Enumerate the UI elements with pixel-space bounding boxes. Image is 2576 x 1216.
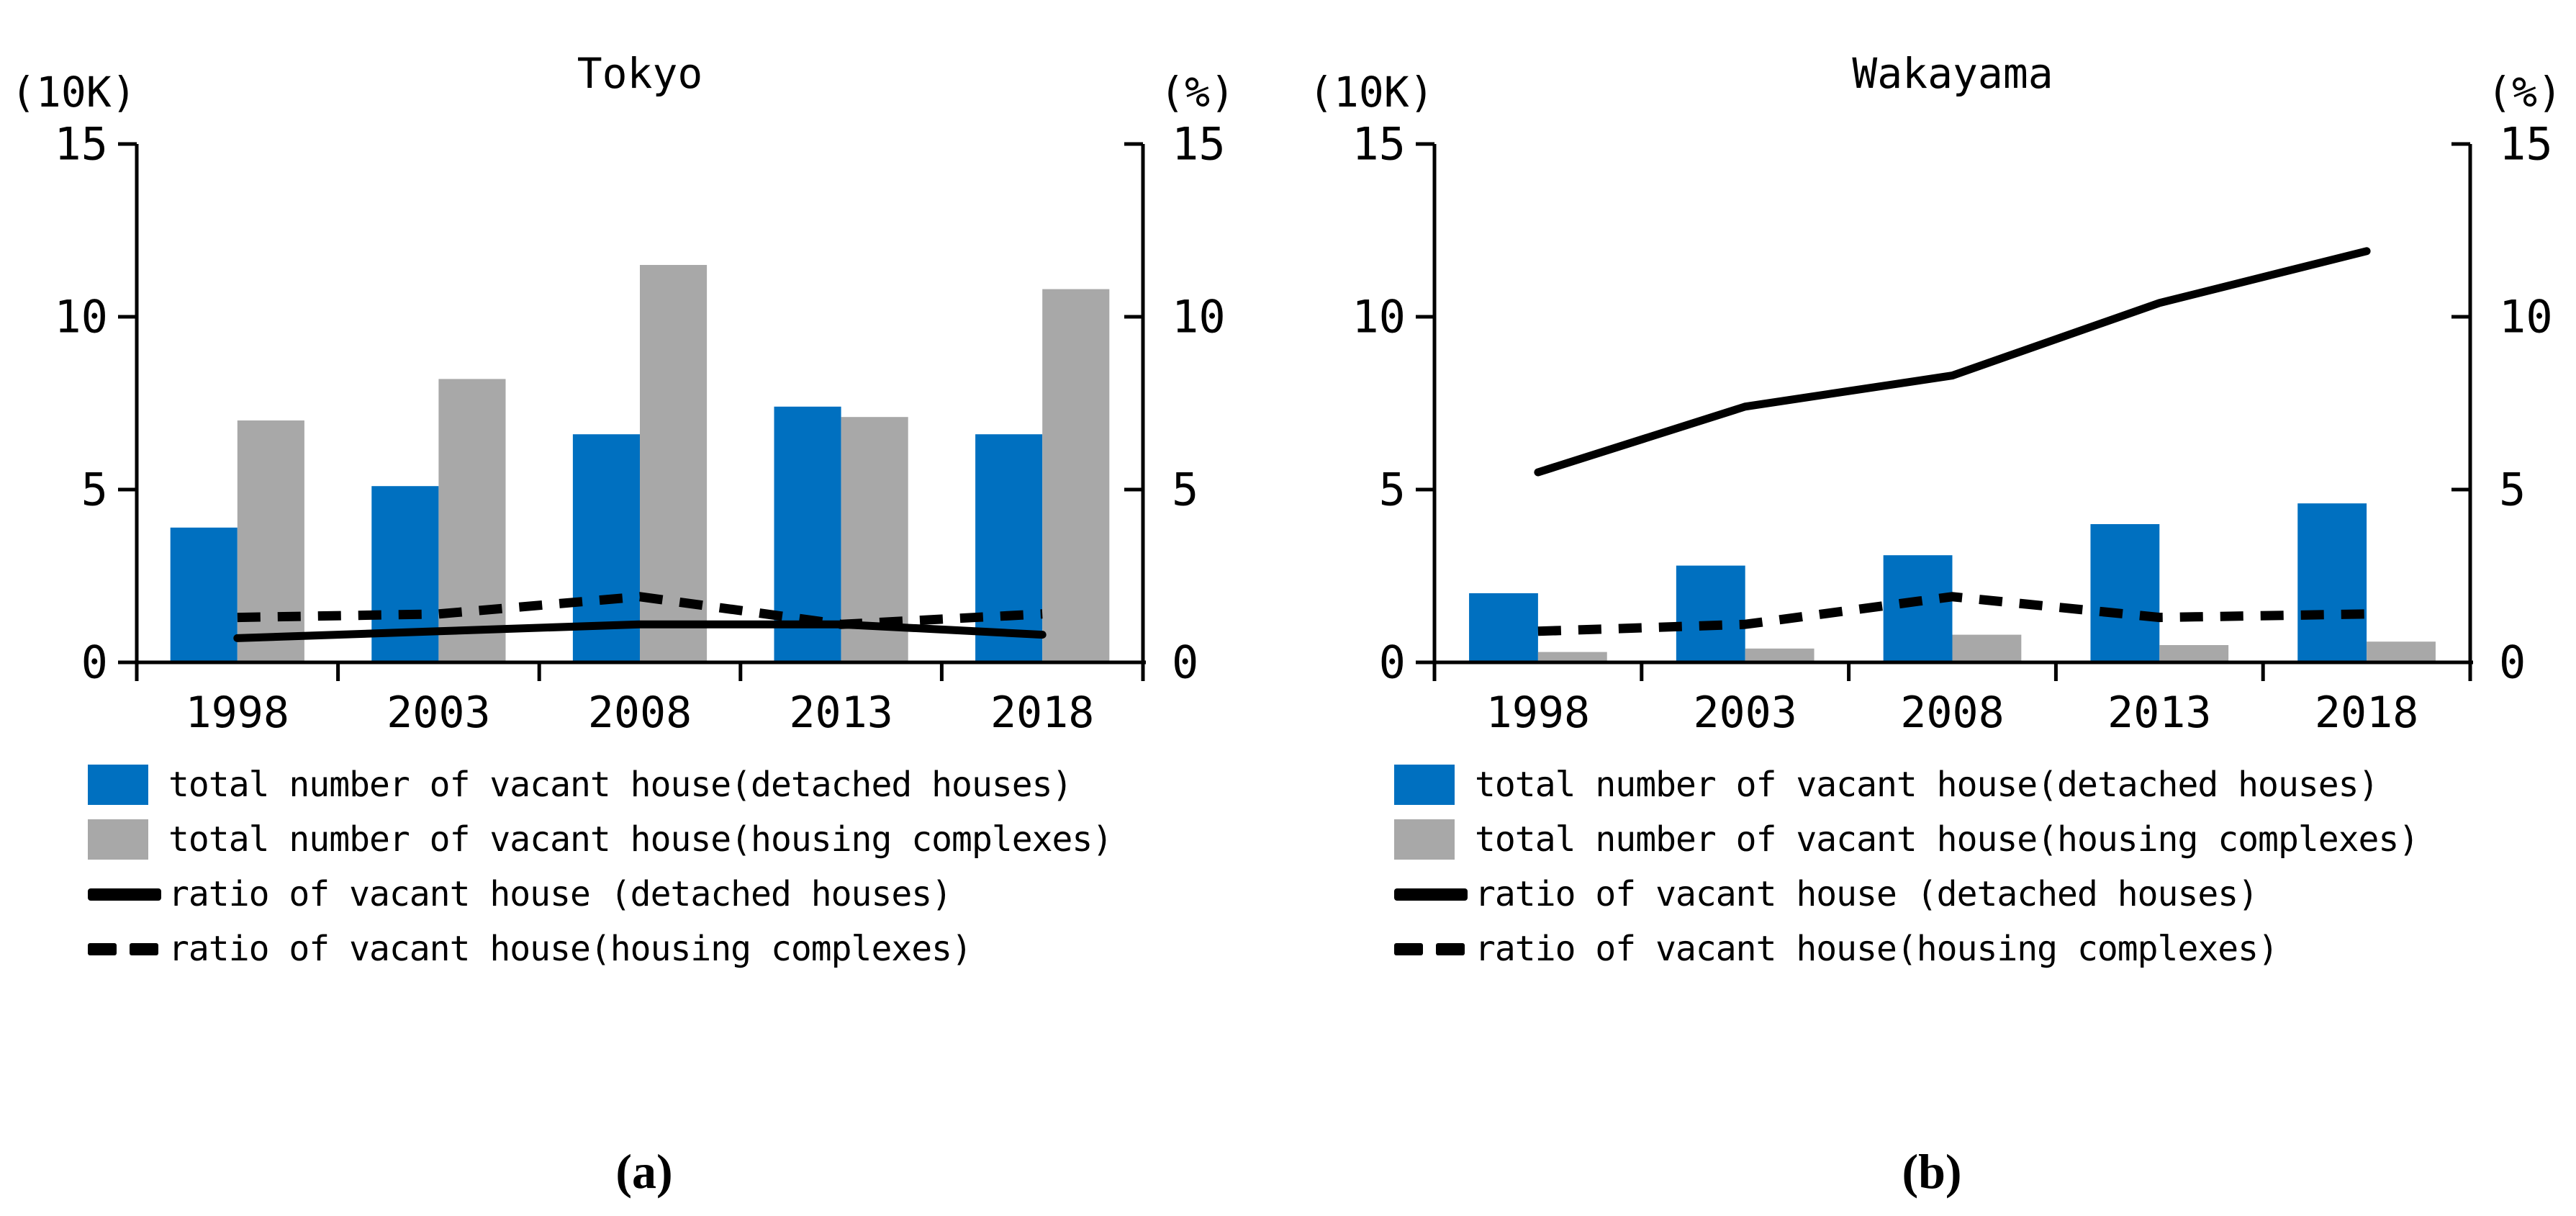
svg-text:2003: 2003 bbox=[1693, 688, 1797, 738]
legend: total number of vacant house(detached ho… bbox=[88, 757, 1113, 976]
panel-wakayama: (10K) Wakayama (%) 0 5 10 15 0 5 10 15 1998 2003 2… bbox=[1288, 0, 2576, 1216]
svg-text:5: 5 bbox=[1379, 464, 1406, 516]
svg-text:0: 0 bbox=[1379, 636, 1406, 689]
svg-text:15: 15 bbox=[54, 118, 108, 171]
svg-text:2008: 2008 bbox=[588, 688, 692, 738]
svg-text:0: 0 bbox=[81, 636, 108, 689]
svg-text:2013: 2013 bbox=[789, 688, 893, 738]
dashed-line-swatch-icon bbox=[1394, 942, 1475, 955]
caption-b: (b) bbox=[1902, 1144, 1962, 1199]
svg-text:0: 0 bbox=[2499, 636, 2526, 689]
gray-bar-swatch-icon bbox=[1394, 819, 1475, 860]
left-axis-unit-label: (10K) bbox=[1309, 68, 1434, 117]
svg-text:2003: 2003 bbox=[387, 688, 491, 738]
legend-label: total number of vacant house(housing com… bbox=[1475, 819, 2419, 860]
legend-item-detached-ratio: ratio of vacant house (detached houses) bbox=[1394, 867, 2418, 922]
blue-bar-swatch-icon bbox=[88, 765, 168, 805]
solid-line-swatch-icon bbox=[1394, 888, 1475, 901]
legend-label: ratio of vacant house (detached houses) bbox=[1475, 874, 2259, 914]
svg-text:10: 10 bbox=[1352, 291, 1406, 343]
left-axis-unit-label: (10K) bbox=[11, 68, 137, 117]
legend-label: total number of vacant house(housing com… bbox=[168, 819, 1113, 860]
svg-text:1998: 1998 bbox=[1486, 688, 1591, 738]
svg-text:1998: 1998 bbox=[186, 688, 290, 738]
svg-text:10: 10 bbox=[54, 291, 108, 343]
legend-item-complex-ratio: ratio of vacant house(housing complexes) bbox=[1394, 922, 2418, 976]
legend-item-complex-bar: total number of vacant house(housing com… bbox=[88, 812, 1113, 867]
chart-title: Tokyo bbox=[577, 49, 703, 98]
svg-text:2018: 2018 bbox=[990, 688, 1095, 738]
plot-area: 0 5 10 15 0 5 10 15 1998 2003 2008 2013 2018 bbox=[54, 118, 1225, 739]
legend-item-detached-bar: total number of vacant house(detached ho… bbox=[88, 757, 1112, 812]
svg-text:5: 5 bbox=[81, 464, 108, 516]
gray-bar-swatch-icon bbox=[88, 819, 168, 860]
wakayama-chart: (10K) Wakayama (%) 0 5 10 15 0 5 10 15 1998 2003 2… bbox=[1309, 49, 2562, 739]
svg-text:10: 10 bbox=[1172, 291, 1226, 343]
right-axis-unit-label: (%) bbox=[2487, 68, 2562, 117]
legend-item-detached-bar: total number of vacant house(detached ho… bbox=[1394, 757, 2418, 812]
legend-label: ratio of vacant house(housing complexes) bbox=[1475, 929, 2279, 969]
legend-item-complex-ratio: ratio of vacant house(housing complexes) bbox=[88, 922, 1112, 976]
svg-text:2018: 2018 bbox=[2315, 688, 2419, 738]
tokyo-chart: (10K) Tokyo (%) 0 5 10 15 0 5 10 15 1998 2003 2008… bbox=[11, 49, 1235, 739]
dashed-line-swatch-icon bbox=[88, 942, 168, 955]
legend-label: total number of vacant house(detached ho… bbox=[168, 765, 1072, 805]
chart-title: Wakayama bbox=[1852, 49, 2053, 98]
solid-line-swatch-icon bbox=[88, 888, 168, 901]
plot-area: 0 5 10 15 0 5 10 15 1998 2003 2008 2013 2018 bbox=[1352, 118, 2552, 739]
svg-text:0: 0 bbox=[1172, 636, 1198, 689]
legend-label: ratio of vacant house(housing complexes) bbox=[168, 929, 972, 969]
caption-a: (a) bbox=[615, 1144, 673, 1199]
svg-text:5: 5 bbox=[1172, 464, 1198, 516]
svg-text:15: 15 bbox=[2499, 118, 2553, 171]
svg-text:10: 10 bbox=[2499, 291, 2553, 343]
legend-label: ratio of vacant house (detached houses) bbox=[168, 874, 952, 914]
legend: total number of vacant house(detached ho… bbox=[1394, 757, 2419, 976]
svg-text:2008: 2008 bbox=[1900, 688, 2005, 738]
legend-item-complex-bar: total number of vacant house(housing com… bbox=[1394, 812, 2419, 867]
svg-text:2013: 2013 bbox=[2107, 688, 2212, 738]
legend-item-detached-ratio: ratio of vacant house (detached houses) bbox=[88, 867, 1112, 922]
svg-text:5: 5 bbox=[2499, 464, 2526, 516]
svg-text:15: 15 bbox=[1172, 118, 1226, 171]
right-axis-unit-label: (%) bbox=[1160, 68, 1235, 117]
legend-label: total number of vacant house(detached ho… bbox=[1475, 765, 2379, 805]
panel-tokyo: (10K) Tokyo (%) 0 5 10 15 0 5 10 15 1998 2003 2008… bbox=[11, 49, 1235, 1199]
blue-bar-swatch-icon bbox=[1394, 765, 1475, 805]
svg-text:15: 15 bbox=[1352, 118, 1406, 171]
